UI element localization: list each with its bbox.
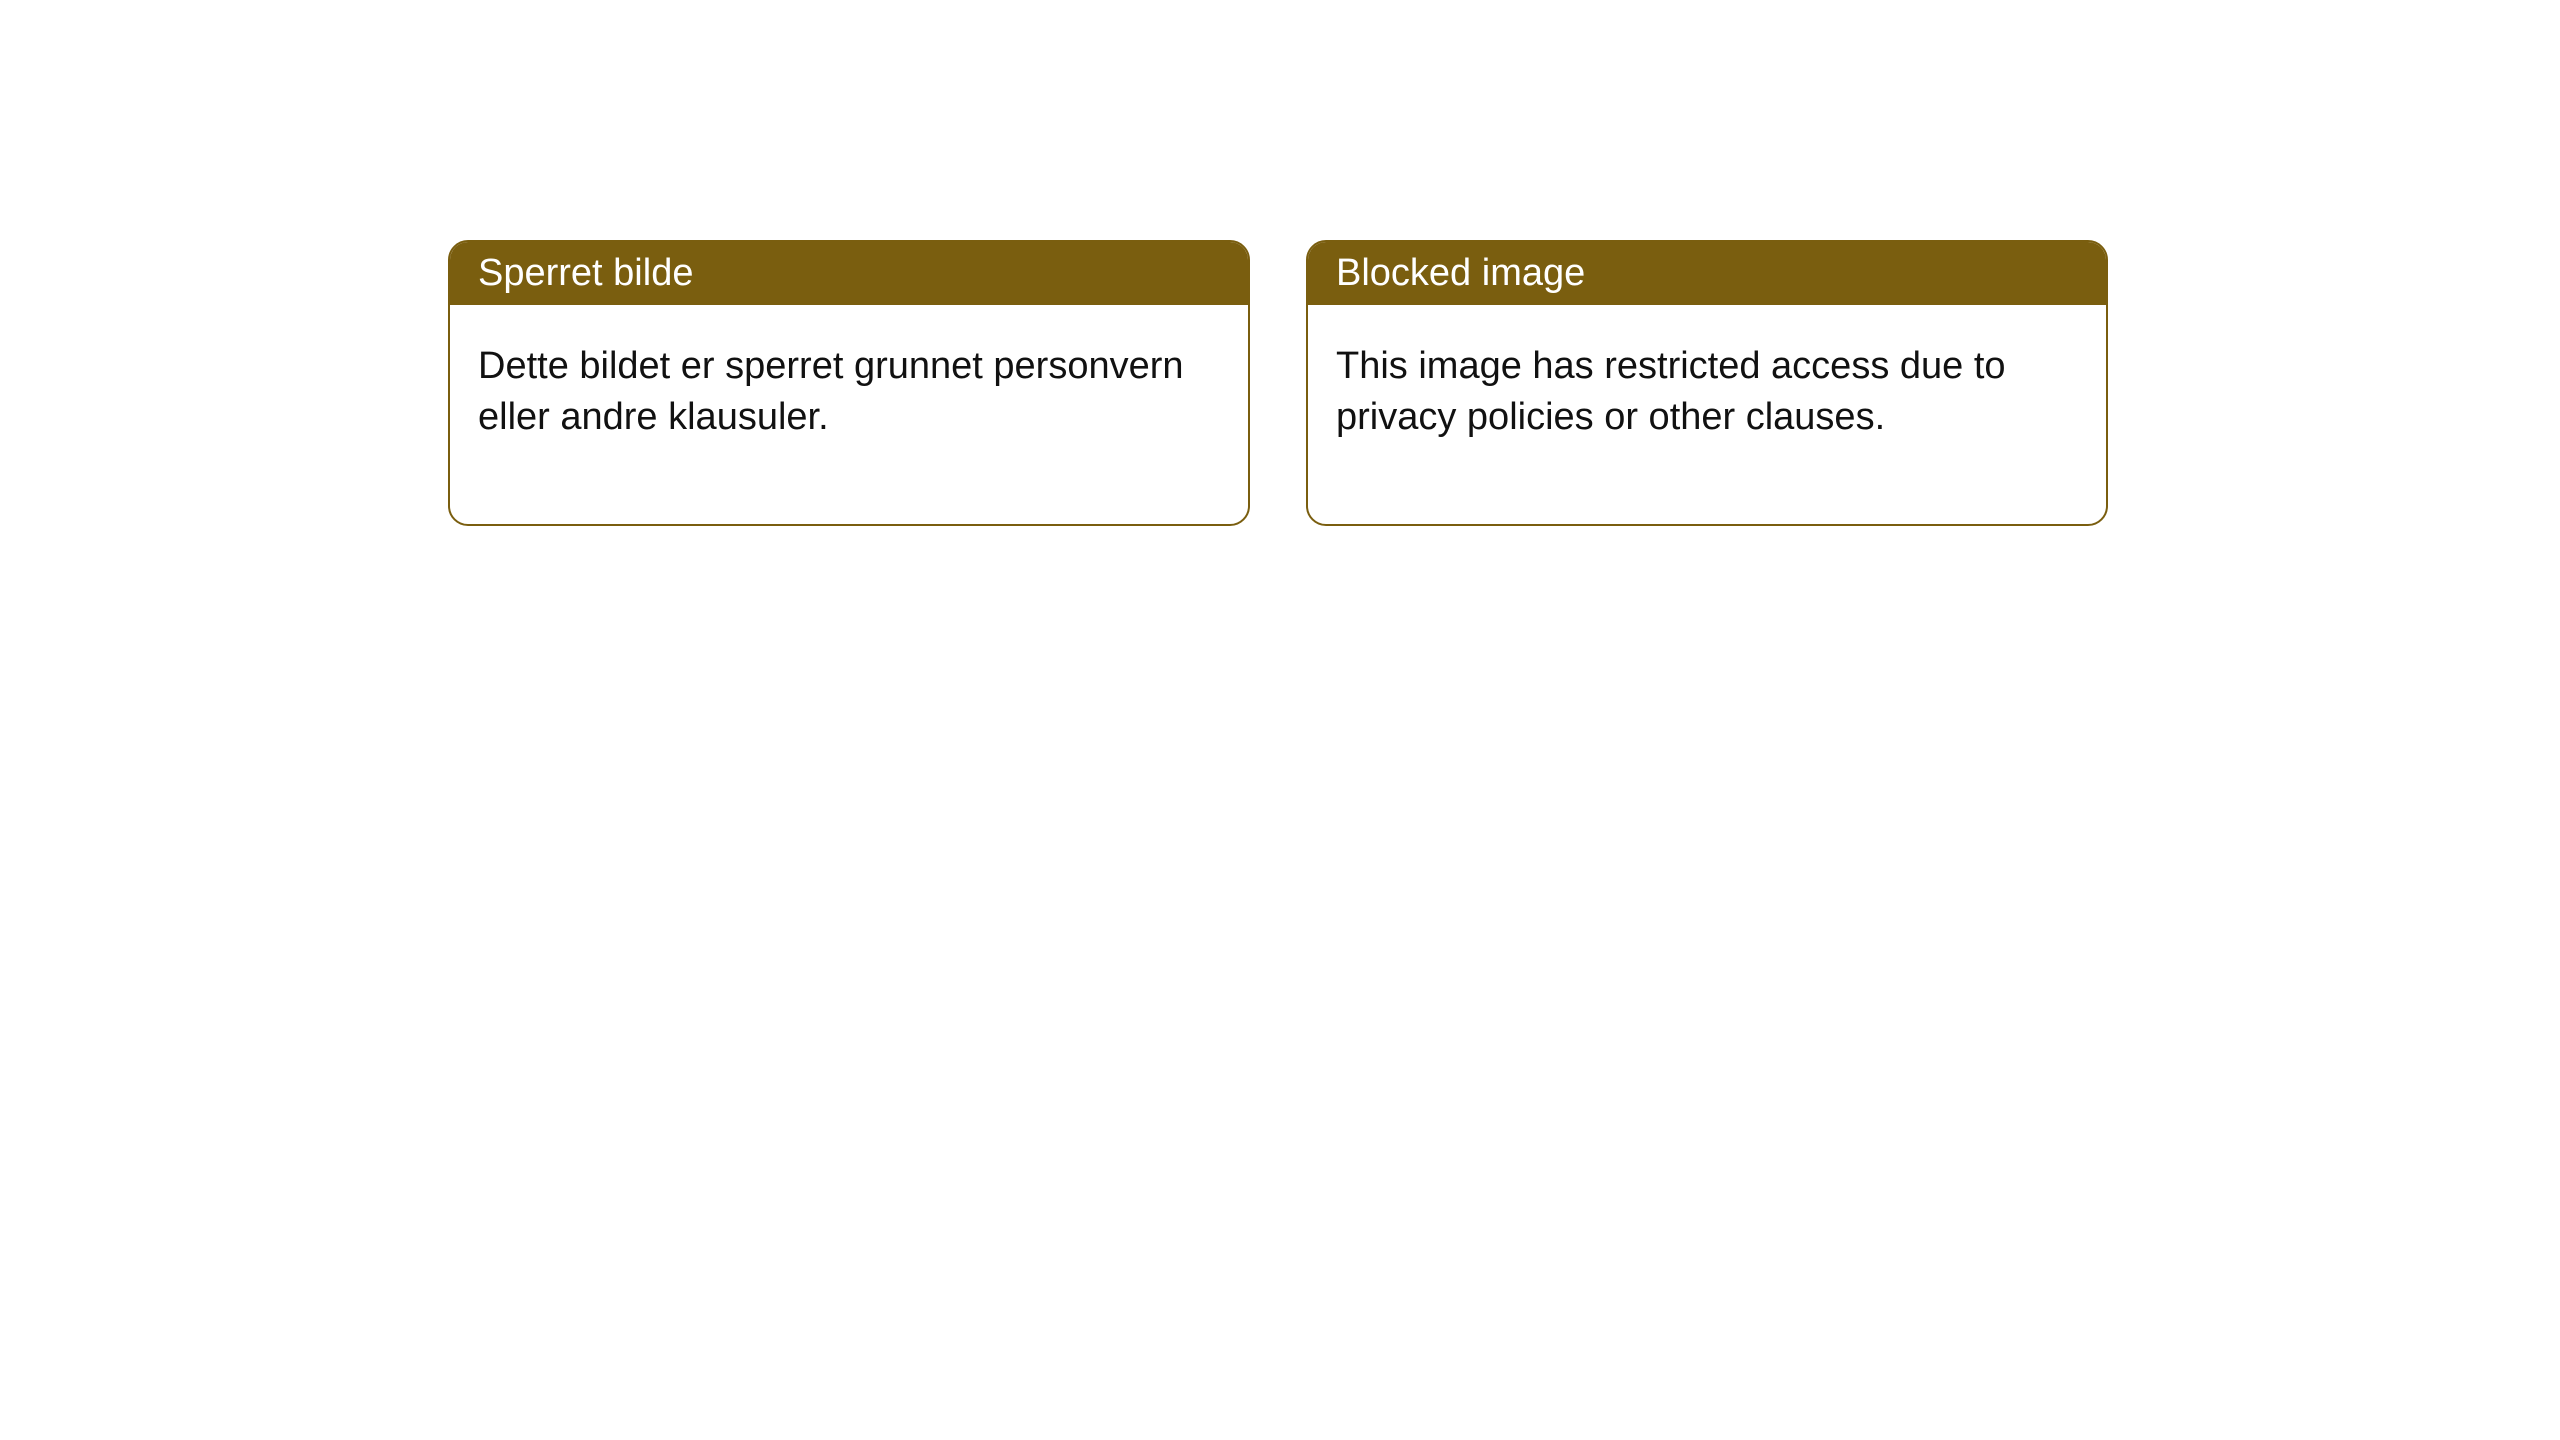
notice-card-norwegian: Sperret bilde Dette bildet er sperret gr… — [448, 240, 1250, 526]
notice-title: Blocked image — [1308, 242, 2106, 305]
notice-title: Sperret bilde — [450, 242, 1248, 305]
notice-card-english: Blocked image This image has restricted … — [1306, 240, 2108, 526]
notice-body: This image has restricted access due to … — [1308, 305, 2106, 524]
notice-body: Dette bildet er sperret grunnet personve… — [450, 305, 1248, 524]
notice-container: Sperret bilde Dette bildet er sperret gr… — [448, 240, 2108, 526]
